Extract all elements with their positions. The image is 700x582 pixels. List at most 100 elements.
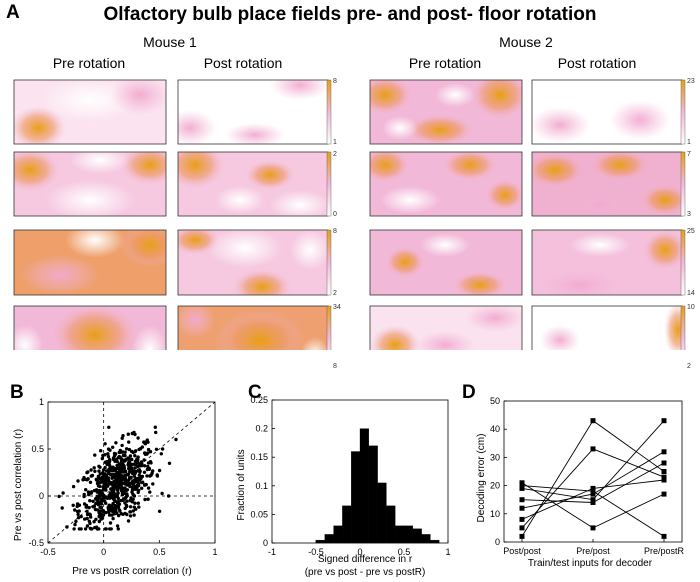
scatter-point: [96, 474, 101, 478]
histogram-bar: [395, 525, 405, 544]
scatter-point: [124, 447, 129, 451]
scatter-ytick-label: -0.5: [28, 538, 44, 548]
scatter-point: [119, 450, 123, 454]
scatter-point: [89, 515, 93, 519]
scatter-point: [88, 512, 92, 516]
scatter-point: [154, 447, 159, 451]
scatter-point: [149, 461, 153, 465]
scatter-point: [103, 442, 107, 446]
scatter-point: [101, 488, 106, 492]
scatter-point: [109, 504, 114, 508]
scatter-point: [82, 492, 86, 497]
decoding-point: [519, 533, 525, 539]
scatter-point: [137, 468, 141, 473]
decoding-series-line: [521, 420, 665, 537]
scatter-point: [142, 470, 147, 474]
histogram-ytick-label: 0: [263, 538, 268, 548]
decoding-ytick-label: 50: [490, 396, 500, 406]
scatter-point: [123, 506, 127, 511]
scatter-point: [112, 479, 116, 484]
scatter-xlabel: Pre vs postR correlation (r): [72, 566, 191, 577]
scatter-point: [112, 497, 116, 501]
mouse2-pre-label: Pre rotation: [408, 55, 482, 71]
scatter-point: [121, 464, 126, 468]
scatter-point: [107, 470, 111, 474]
scatter-point: [117, 475, 121, 479]
heatmap-m1-cell4-post: [178, 306, 328, 350]
scatter-point: [61, 491, 65, 495]
scatter-point: [125, 499, 129, 503]
scatter-point: [160, 491, 164, 496]
cbar-m2-r3-max: 25: [687, 228, 695, 235]
decoding-point: [590, 491, 596, 497]
scatter-point: [159, 452, 163, 456]
scatter-point: [117, 481, 122, 486]
decoding-point: [661, 491, 667, 497]
histogram-bar: [368, 445, 378, 544]
scatter-point: [110, 466, 115, 471]
scatter-point: [94, 477, 99, 481]
scatter-point: [116, 527, 121, 531]
scatter-point: [109, 487, 113, 491]
scatter-point: [73, 522, 77, 527]
scatter-point: [153, 425, 157, 429]
scatter-point: [92, 504, 97, 508]
heatmap-m1-cell3-post: [178, 230, 328, 295]
histogram-bar: [324, 534, 334, 544]
scatter-point: [157, 509, 162, 513]
heatmap-m1-cell1-pre: [14, 80, 166, 144]
scatter-point: [93, 507, 98, 512]
scatter-point: [86, 490, 91, 494]
scatter-point: [134, 507, 138, 511]
scatter-point: [146, 497, 150, 501]
scatter-point: [124, 503, 129, 507]
scatter-point: [112, 451, 117, 456]
scatter-point: [121, 458, 125, 463]
histogram-chart: -1 -0.5 0 0.5 1 0 0.05 0.1 0.15 0.2 0.25 Signed di…: [236, 395, 451, 578]
scatter-point: [148, 474, 152, 478]
decoding-ytick-label: 40: [490, 424, 500, 434]
cbar-m1-r3-min: 2: [333, 290, 337, 297]
decoding-ylabel: Decoding error (cm): [476, 434, 487, 523]
scatter-point: [114, 476, 118, 480]
scatter-frame: [47, 401, 216, 544]
decoding-ytick-label: 10: [490, 509, 500, 519]
decoding-point: [590, 488, 596, 494]
heatmap-m1-cell3-pre: [14, 230, 166, 295]
scatter-point: [119, 468, 123, 472]
scatter-point: [120, 476, 124, 481]
cbar-m1-r4-min: 8: [333, 363, 337, 370]
scatter-point: [113, 473, 117, 478]
heatmap-m2-cell1-post: [532, 80, 682, 144]
scatter-point: [143, 483, 147, 487]
scatter-point: [121, 498, 125, 502]
histogram-ylabel: Fraction of units: [236, 449, 247, 520]
scatter-point: [73, 508, 77, 512]
scatter-point: [148, 450, 153, 454]
decoding-point: [519, 483, 525, 489]
decoding-ytick-label: 20: [490, 481, 500, 491]
scatter-point: [102, 483, 107, 487]
scatter-point: [104, 527, 108, 531]
scatter-point: [110, 513, 114, 517]
scatter-point: [75, 502, 80, 506]
scatter-point: [85, 524, 90, 528]
mouse1-pre-label: Pre rotation: [52, 55, 126, 71]
heatmap-m1-cell2-pre: [14, 152, 166, 216]
scatter-point: [132, 480, 136, 485]
decoding-xtick-label: Pre/postR: [644, 546, 685, 556]
mouse1-label: Mouse 1: [143, 34, 197, 50]
scatter-point: [131, 497, 135, 501]
scatter-point: [103, 495, 108, 500]
scatter-point: [93, 453, 97, 457]
scatter-point: [106, 452, 110, 456]
heatmap-m1-cell4-pre: [14, 306, 166, 350]
scatter-point: [114, 457, 119, 461]
histogram-xtick-label: 0.5: [398, 547, 411, 557]
scatter-point: [60, 506, 64, 510]
scatter-ytick-label: 0: [39, 491, 44, 501]
scatter-point: [146, 461, 151, 465]
scatter-point: [130, 485, 134, 490]
scatter-point: [91, 499, 95, 503]
scatter-xtick-label: -0.5: [40, 547, 56, 557]
